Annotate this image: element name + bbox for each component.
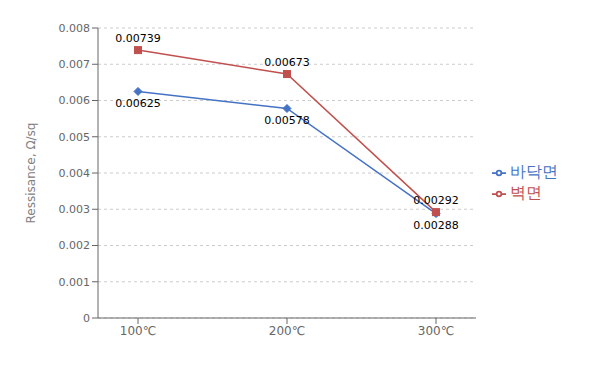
svg-text:0.003: 0.003 bbox=[59, 203, 91, 216]
svg-text:200℃: 200℃ bbox=[269, 324, 305, 338]
svg-text:0.005: 0.005 bbox=[59, 131, 91, 144]
html-text:바닥면: 바닥면 bbox=[510, 162, 558, 181]
svg-text:300℃: 300℃ bbox=[418, 324, 454, 338]
svg-text:0.004: 0.004 bbox=[59, 167, 91, 180]
svg-text:0.00739: 0.00739 bbox=[115, 32, 161, 45]
svg-text:0.00288: 0.00288 bbox=[413, 219, 459, 232]
svg-text:0.00578: 0.00578 bbox=[264, 114, 310, 127]
svg-text:0.008: 0.008 bbox=[59, 22, 91, 35]
svg-text:0.007: 0.007 bbox=[59, 58, 91, 71]
svg-text:0.006: 0.006 bbox=[59, 94, 91, 107]
svg-text:0.001: 0.001 bbox=[59, 276, 91, 289]
svg-text:0: 0 bbox=[83, 312, 90, 325]
svg-text:Ressisance, Ω/sq: Ressisance, Ω/sq bbox=[24, 123, 38, 224]
svg-text:0.00625: 0.00625 bbox=[115, 97, 161, 110]
svg-text:0.00673: 0.00673 bbox=[264, 56, 310, 69]
html-text:벽면: 벽면 bbox=[510, 183, 542, 202]
svg-text:0.00292: 0.00292 bbox=[413, 194, 459, 207]
svg-text:100℃: 100℃ bbox=[120, 324, 156, 338]
svg-text:0.002: 0.002 bbox=[59, 239, 91, 252]
